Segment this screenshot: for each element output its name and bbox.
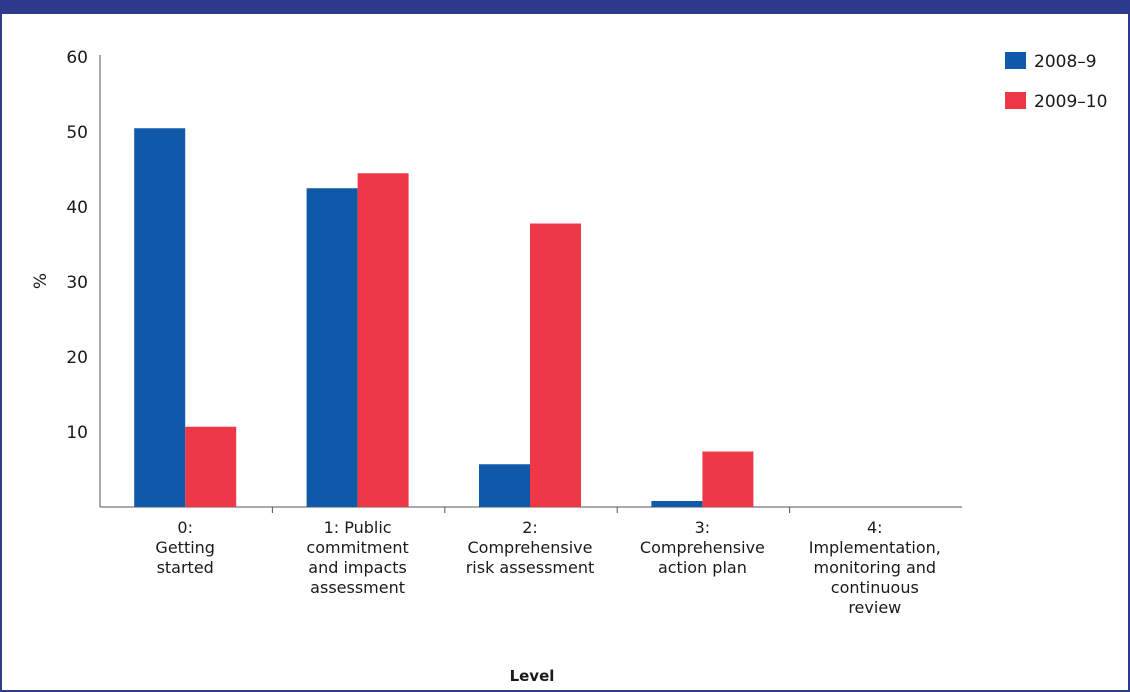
- x-category-labels: 0: Getting started 1: Public commitment and i…: [155, 518, 940, 617]
- chart-bars: [134, 128, 754, 507]
- legend-label: 2009–10: [1034, 92, 1107, 112]
- bar-series2: [185, 426, 237, 507]
- y-axis-title: %: [31, 273, 51, 289]
- x-category-label: 2: Comprehensive risk assessment: [466, 518, 595, 577]
- x-category-label-line: 3:: [695, 518, 711, 537]
- bar-series1: [651, 501, 703, 507]
- x-category-label-line: risk assessment: [466, 558, 595, 577]
- x-category-label-line: 4:: [867, 518, 883, 537]
- x-category-label-line: commitment: [306, 538, 408, 557]
- x-category-label-line: 0:: [177, 518, 193, 537]
- legend: 2008–9 2009–10: [1005, 52, 1107, 112]
- bar-series1: [306, 188, 358, 507]
- x-category-label-line: and impacts: [308, 558, 407, 577]
- bar-series1: [134, 128, 186, 507]
- x-category-label-line: Implementation,: [809, 538, 941, 557]
- x-category-label-line: monitoring and: [814, 558, 937, 577]
- legend-swatch: [1005, 92, 1026, 109]
- y-tick-label: 50: [66, 123, 88, 143]
- title-bar: [0, 0, 1130, 14]
- x-category-label: 1: Public commitment and impacts assessment: [306, 518, 408, 597]
- x-category-label-line: 2:: [522, 518, 538, 537]
- bar-series2: [357, 173, 409, 507]
- y-tick-label: 60: [66, 48, 88, 68]
- bar-series2: [530, 223, 581, 507]
- x-axis-title: Level: [510, 667, 555, 685]
- y-tick-label: 20: [66, 348, 88, 368]
- x-category-label-line: 1: Public: [324, 518, 392, 537]
- x-category-label: 0: Getting started: [155, 518, 215, 577]
- x-category-label-line: review: [848, 598, 901, 617]
- y-tick-labels: 10 20 30 40 50 60: [66, 48, 88, 443]
- y-tick-label: 10: [66, 423, 88, 443]
- x-category-label-line: assessment: [310, 578, 405, 597]
- bar-series1: [479, 464, 530, 507]
- x-category-label: 4: Implementation, monitoring and continuou…: [809, 518, 941, 617]
- y-tick-label: 30: [66, 273, 88, 293]
- y-tick-label: 40: [66, 198, 88, 218]
- x-category-label: 3: Comprehensive action plan: [640, 518, 765, 577]
- x-category-label-line: Comprehensive: [468, 538, 593, 557]
- legend-swatch: [1005, 52, 1026, 69]
- x-category-label-line: Getting: [155, 538, 215, 557]
- x-category-label-line: started: [157, 558, 214, 577]
- bar-series2: [702, 451, 754, 507]
- x-category-label-line: continuous: [831, 578, 919, 597]
- x-category-label-line: Comprehensive: [640, 538, 765, 557]
- x-category-label-line: action plan: [658, 558, 747, 577]
- legend-label: 2008–9: [1034, 52, 1097, 72]
